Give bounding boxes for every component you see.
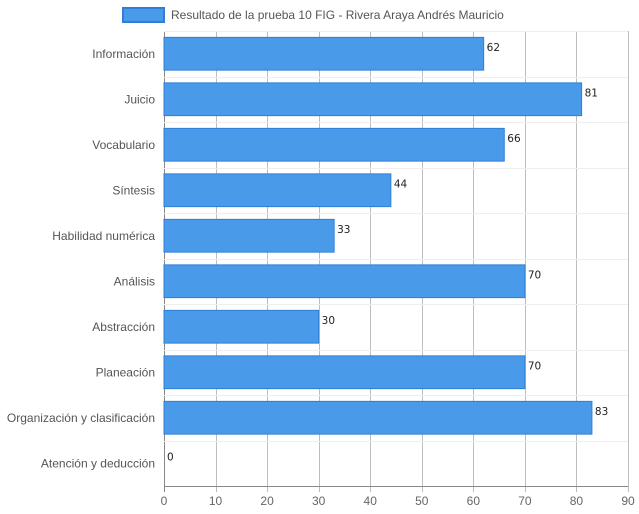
legend-label: Resultado de la prueba 10 FIG - Rivera A…	[171, 8, 504, 22]
bar[interactable]	[163, 309, 320, 344]
bar[interactable]	[163, 127, 505, 162]
bar[interactable]	[163, 218, 335, 253]
category-label: Vocabulario	[92, 138, 155, 152]
category-label: Información	[92, 47, 155, 61]
data-label: 62	[487, 42, 500, 54]
data-labels: 62 81 66 44 33 70 30 70 83 0	[167, 42, 608, 464]
category-label: Síntesis	[112, 183, 155, 197]
data-label: 70	[528, 360, 541, 372]
category-label: Juicio	[124, 92, 155, 106]
category-label: Atención y deducción	[41, 456, 155, 470]
data-label: 33	[337, 224, 350, 236]
bars	[163, 36, 593, 435]
x-tick-label: 40	[364, 494, 378, 508]
x-tick-label: 60	[467, 494, 481, 508]
x-tick-label: 10	[209, 494, 223, 508]
x-tick-label: 0	[161, 494, 168, 508]
x-tick-label: 30	[312, 494, 326, 508]
x-tick-label: 90	[621, 494, 635, 508]
bar[interactable]	[163, 173, 392, 208]
category-labels: Información Juicio Vocabulario Síntesis Habi…	[7, 47, 155, 471]
bar[interactable]	[163, 36, 485, 71]
x-tick-label: 70	[518, 494, 532, 508]
x-tick-label: 20	[260, 494, 274, 508]
data-label: 66	[507, 133, 521, 145]
bar[interactable]	[163, 82, 583, 117]
x-tick-label: 50	[415, 494, 429, 508]
bar[interactable]	[163, 264, 526, 299]
bar[interactable]	[163, 400, 593, 435]
x-axis-tick-labels: 0 10 20 30 40 50 60 70 80 90	[161, 494, 635, 508]
category-label: Organización y clasificación	[7, 411, 155, 425]
data-label: 81	[585, 87, 598, 99]
legend[interactable]: Resultado de la prueba 10 FIG - Rivera A…	[122, 7, 504, 23]
data-label: 70	[528, 269, 541, 281]
legend-swatch	[122, 7, 165, 23]
category-label: Abstracción	[92, 320, 155, 334]
data-label: 30	[322, 315, 335, 327]
bar[interactable]	[163, 355, 526, 390]
category-label: Habilidad numérica	[52, 229, 155, 243]
data-label: 44	[394, 178, 408, 190]
category-label: Análisis	[114, 274, 155, 288]
data-label: 83	[595, 406, 608, 418]
data-label: 0	[167, 451, 174, 463]
category-label: Planeación	[96, 365, 155, 379]
x-tick-label: 80	[570, 494, 584, 508]
